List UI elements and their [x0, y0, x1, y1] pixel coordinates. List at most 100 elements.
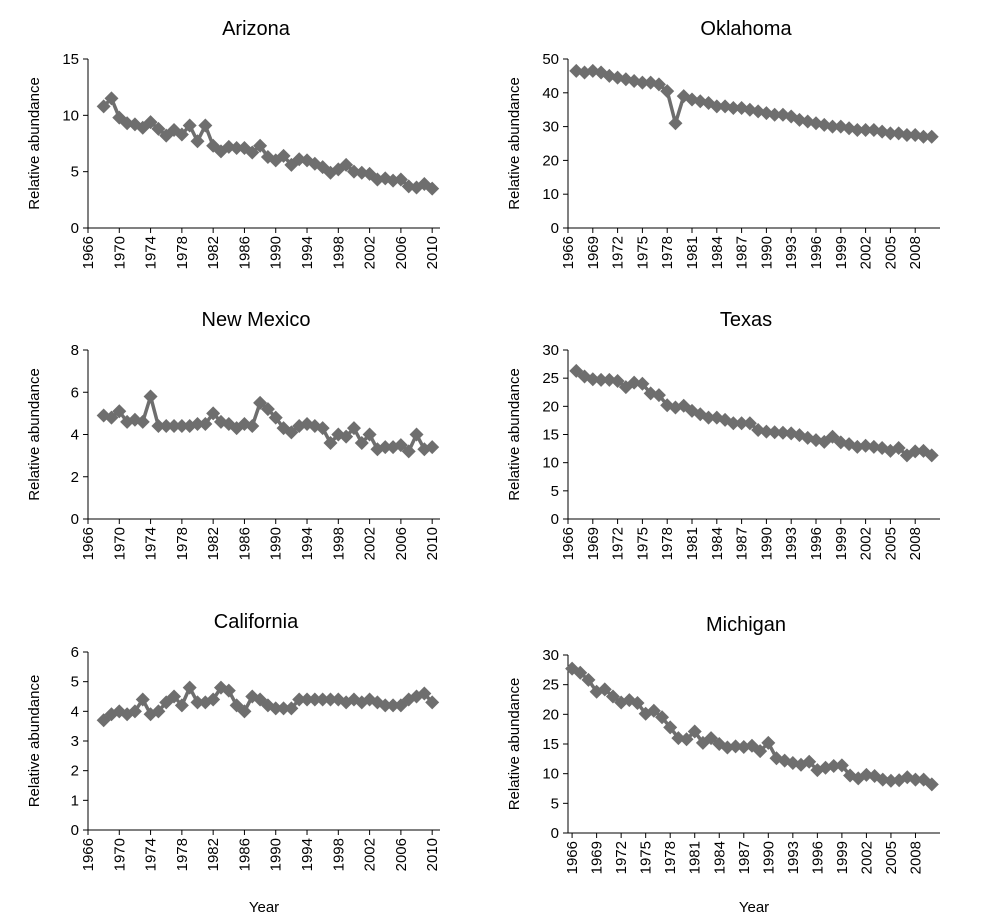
marker — [775, 425, 790, 440]
y-tick-label: 10 — [62, 107, 79, 124]
marker — [198, 118, 213, 133]
marker — [253, 138, 268, 153]
y-tick-label: 20 — [542, 152, 559, 169]
x-tick-label: 1966 — [560, 527, 577, 560]
marker — [668, 116, 683, 131]
marker — [660, 84, 675, 99]
marker — [401, 444, 416, 459]
y-tick-label: 0 — [551, 511, 559, 528]
y-tick-label: 40 — [542, 85, 559, 102]
y-axis-label: Relative abundance — [26, 77, 43, 210]
marker — [182, 680, 197, 695]
x-tick-label: 2008 — [907, 841, 924, 874]
marker — [761, 735, 776, 750]
x-tick-label: 1987 — [736, 841, 753, 874]
marker — [891, 441, 906, 456]
y-axis-label: Relative abundance — [506, 678, 523, 811]
marker — [581, 672, 596, 687]
marker — [167, 689, 182, 704]
marker — [135, 414, 150, 429]
marker — [190, 134, 205, 149]
x-tick-label: 1982 — [205, 527, 222, 560]
marker — [315, 692, 330, 707]
y-axis-label: Relative abundance — [506, 77, 523, 210]
x-tick-label: 2005 — [882, 527, 899, 560]
x-tick-label: 1986 — [236, 236, 253, 269]
marker — [104, 91, 119, 106]
marker — [425, 695, 440, 710]
x-tick-label: 1993 — [783, 236, 800, 269]
marker — [276, 148, 291, 163]
chart-panel: Arizona 0 5 10 15 1966 1970 1974 1978 1982 1986 199… — [26, 18, 441, 269]
x-tick-label: 1990 — [268, 236, 285, 269]
y-tick-label: 2 — [71, 469, 79, 486]
x-tick-label: 1970 — [111, 236, 128, 269]
marker — [151, 121, 166, 136]
marker — [112, 404, 127, 419]
x-tick-label: 2002 — [858, 236, 875, 269]
marker — [883, 126, 898, 141]
x-tick-label: 1966 — [80, 527, 97, 560]
chart-panel: Oklahoma 0 10 20 30 40 50 1966 1969 1972 1975 1978 1… — [506, 18, 940, 269]
x-tick-label: 1990 — [758, 236, 775, 269]
x-tick-label: 1996 — [808, 527, 825, 560]
x-tick-label: 2006 — [393, 236, 410, 269]
x-tick-label: 1998 — [330, 527, 347, 560]
marker — [143, 389, 158, 404]
x-tick-label: 1986 — [236, 838, 253, 871]
marker — [646, 703, 661, 718]
series-line — [571, 667, 933, 786]
marker — [833, 119, 848, 134]
x-tick-label: 1970 — [111, 838, 128, 871]
y-tick-label: 25 — [542, 677, 559, 694]
x-tick-label: 1978 — [662, 841, 679, 874]
marker — [206, 406, 221, 421]
marker — [866, 439, 881, 454]
marker — [245, 419, 260, 434]
marker — [339, 429, 354, 444]
x-tick-label: 2008 — [907, 527, 924, 560]
marker — [135, 692, 150, 707]
x-tick-label: 1993 — [783, 527, 800, 560]
marker — [726, 416, 741, 431]
marker — [198, 416, 213, 431]
marker — [742, 416, 757, 431]
marker — [728, 739, 743, 754]
x-tick-label: 1972 — [610, 236, 627, 269]
marker — [229, 141, 244, 156]
marker — [354, 435, 369, 450]
x-axis-label: Year — [739, 899, 769, 916]
marker — [726, 101, 741, 116]
x-tick-label: 1978 — [174, 527, 191, 560]
x-tick-label: 1999 — [833, 527, 850, 560]
marker — [709, 99, 724, 114]
y-tick-label: 6 — [71, 384, 79, 401]
x-tick-label: 1975 — [638, 841, 655, 874]
y-tick-label: 4 — [71, 703, 79, 720]
y-axis-label: Relative abundance — [506, 368, 523, 501]
marker — [858, 438, 873, 453]
marker — [346, 421, 361, 436]
marker — [362, 427, 377, 442]
y-tick-label: 30 — [542, 342, 559, 359]
x-tick-label: 1998 — [330, 838, 347, 871]
x-tick-label: 2010 — [424, 527, 441, 560]
marker — [323, 692, 338, 707]
x-tick-label: 2006 — [393, 838, 410, 871]
y-tick-label: 10 — [542, 455, 559, 472]
marker — [268, 701, 283, 716]
x-tick-label: 1966 — [560, 236, 577, 269]
x-tick-label: 1974 — [143, 236, 160, 269]
marker — [908, 772, 923, 787]
y-tick-label: 2 — [71, 763, 79, 780]
marker — [663, 720, 678, 735]
chart-title: Michigan — [706, 614, 786, 636]
x-tick-label: 2006 — [393, 527, 410, 560]
y-tick-label: 0 — [71, 511, 79, 528]
marker — [883, 773, 898, 788]
x-tick-label: 1990 — [268, 838, 285, 871]
marker — [597, 682, 612, 697]
x-tick-label: 2005 — [882, 236, 899, 269]
x-tick-label: 1981 — [687, 841, 704, 874]
marker — [425, 181, 440, 196]
